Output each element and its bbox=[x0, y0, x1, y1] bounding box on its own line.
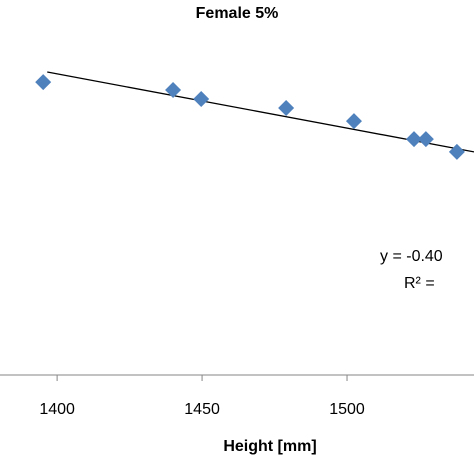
marker bbox=[448, 143, 465, 160]
marker bbox=[193, 91, 210, 107]
marker bbox=[165, 82, 182, 98]
x-tick-label: 1500 bbox=[329, 401, 365, 418]
annotation: y = -0.40 bbox=[380, 248, 443, 265]
marker bbox=[278, 100, 295, 116]
annotation: R² = bbox=[404, 275, 435, 292]
x-tick-label: 1450 bbox=[184, 401, 220, 418]
x-axis-label: Height [mm] bbox=[223, 438, 316, 455]
marker bbox=[405, 131, 422, 148]
marker bbox=[417, 131, 434, 148]
chart-title: Female 5% bbox=[196, 5, 279, 22]
x-tick-label: 1400 bbox=[39, 401, 75, 418]
marker bbox=[35, 74, 52, 91]
marker bbox=[345, 113, 362, 130]
trendline bbox=[47, 71, 474, 153]
